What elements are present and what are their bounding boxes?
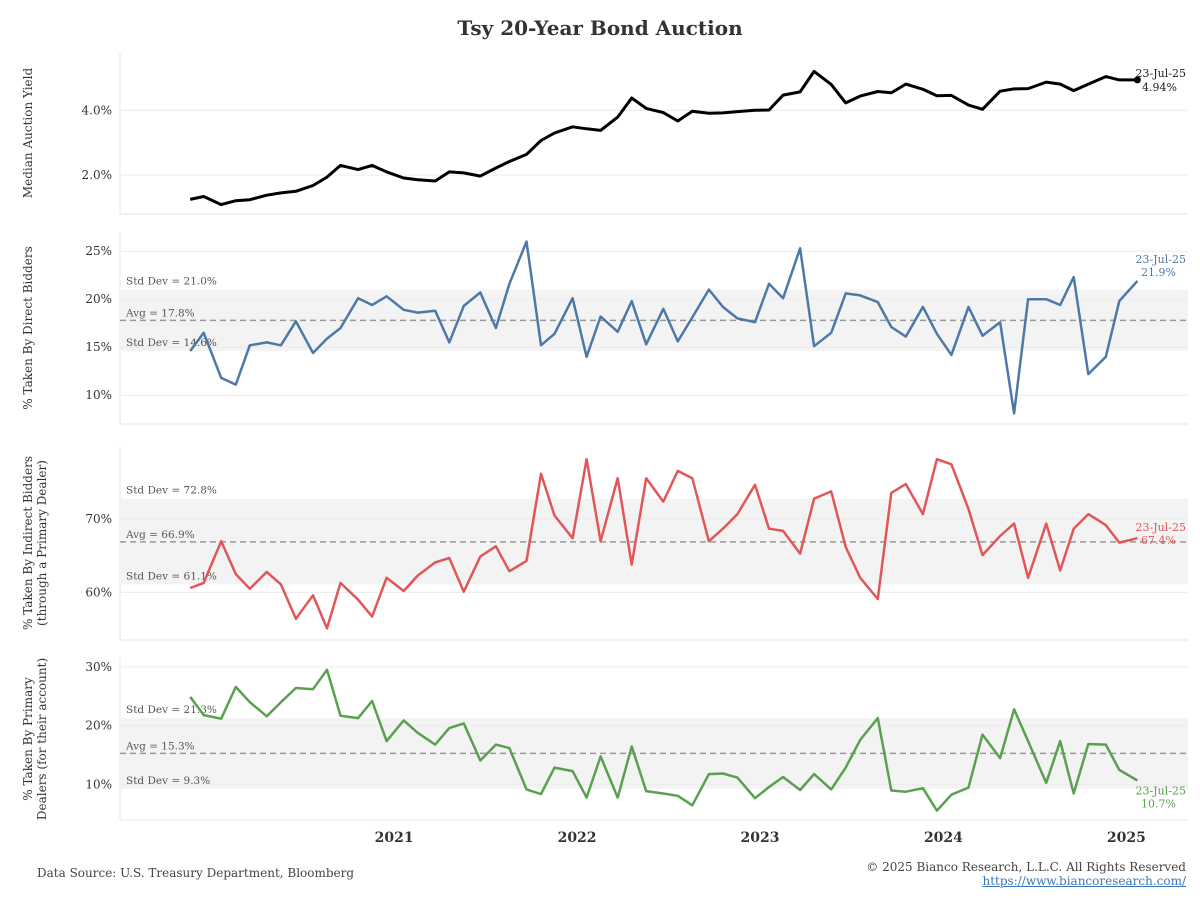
chart-panel-1: 2.0% 4.0% 23-Jul-254.94% Median Auction Yie…	[21, 52, 1188, 215]
y-tick-label: 20%	[85, 292, 112, 306]
end-label-date: 23-Jul-25	[1136, 67, 1186, 80]
y-tick-label: 4.0%	[82, 103, 113, 117]
chart-title: Tsy 20-Year Bond Auction	[457, 16, 743, 40]
x-tick-label: 2024	[924, 830, 963, 846]
end-label-value: 67.4%	[1141, 534, 1176, 547]
chart-panel-3: 60% 70% Avg = 66.9% Std Dev = 72.8% Std Dev …	[21, 446, 1188, 641]
std-dev-upper-label: Std Dev = 72.8%	[126, 485, 217, 497]
y-tick-label: 15%	[85, 340, 112, 354]
chart-panel-4: 10% 20% 30% Avg = 15.3% Std Dev = 21.3% Std D…	[21, 658, 1188, 821]
series-line	[189, 69, 1138, 207]
end-label-date: 23-Jul-25	[1136, 253, 1186, 266]
series-line	[189, 457, 1138, 630]
website-link[interactable]: https://www.biancoresearch.com/	[982, 874, 1186, 888]
y-tick-label: 2.0%	[82, 168, 113, 182]
end-point-marker	[1133, 76, 1141, 84]
end-label-value: 4.94%	[1142, 81, 1177, 94]
copyright-note: © 2025 Bianco Research, L.L.C. All Right…	[866, 860, 1186, 874]
y-axis-title: % Taken By Primary	[21, 677, 35, 801]
data-source-note: Data Source: U.S. Treasury Department, B…	[37, 866, 355, 880]
average-label: Avg = 15.3%	[125, 740, 195, 752]
y-axis-title-line2: (through a Primary Dealer)	[35, 460, 49, 626]
std-dev-lower-label: Std Dev = 14.6%	[126, 337, 217, 349]
series-line	[189, 668, 1139, 812]
y-tick-label: 25%	[85, 244, 112, 258]
end-label-date: 23-Jul-25	[1136, 521, 1186, 534]
end-label-value: 21.9%	[1141, 266, 1176, 279]
std-dev-lower-label: Std Dev = 9.3%	[126, 775, 210, 787]
y-tick-label: 20%	[85, 719, 112, 733]
x-tick-label: 2022	[558, 830, 597, 846]
x-tick-label: 2025	[1107, 830, 1146, 846]
x-tick-label: 2021	[375, 830, 414, 846]
y-tick-label: 10%	[85, 388, 112, 402]
average-label: Avg = 66.9%	[125, 529, 195, 541]
chart-panel-2: 10% 15% 20% 25% Avg = 17.8% Std Dev = 21.0% St…	[21, 232, 1188, 425]
y-axis-title: % Taken By Indirect Bidders	[21, 456, 35, 630]
y-axis-title: Median Auction Yield	[21, 68, 35, 199]
average-label: Avg = 17.8%	[125, 307, 195, 319]
y-tick-label: 30%	[85, 660, 112, 674]
y-axis-title-line2: Dealers (for their account)	[35, 658, 49, 820]
y-tick-label: 70%	[85, 512, 112, 526]
std-dev-upper-label: Std Dev = 21.3%	[126, 704, 217, 716]
y-tick-label: 60%	[85, 585, 112, 599]
y-tick-label: 10%	[85, 778, 112, 792]
end-label-date: 23-Jul-25	[1136, 785, 1186, 798]
std-dev-upper-label: Std Dev = 21.0%	[126, 276, 217, 288]
series-line	[189, 240, 1139, 415]
std-dev-lower-label: Std Dev = 61.1%	[126, 570, 217, 582]
end-label-value: 10.7%	[1141, 798, 1176, 811]
y-axis-title: % Taken By Direct Bidders	[21, 246, 35, 409]
x-tick-label: 2023	[741, 830, 780, 846]
